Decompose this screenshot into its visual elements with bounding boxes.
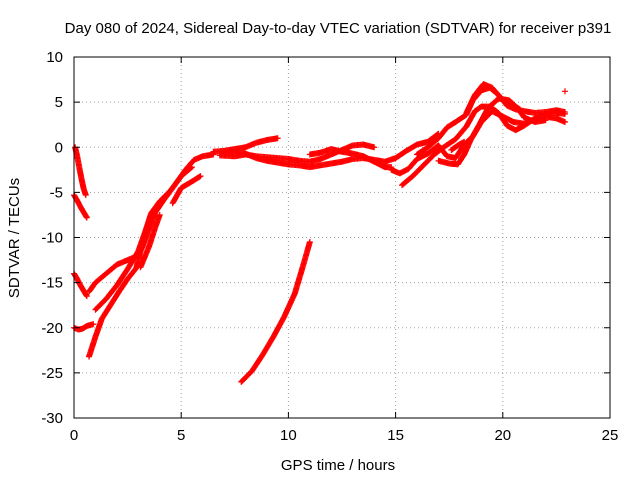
data-marks xyxy=(71,81,568,385)
x-tick-label: 15 xyxy=(387,427,404,444)
series-track-19 xyxy=(463,81,523,116)
y-axis-label: SDTVAR / TECUs xyxy=(6,178,23,298)
series-track-12 xyxy=(221,130,442,171)
data-point xyxy=(561,88,568,95)
data-point xyxy=(561,118,568,125)
y-tick-label: -20 xyxy=(41,320,63,337)
series-track-18 xyxy=(435,95,549,168)
y-tick-label: -15 xyxy=(41,275,63,292)
series-track-14 xyxy=(238,239,313,385)
y-tick-label: -25 xyxy=(41,365,63,382)
data-point xyxy=(197,173,204,180)
axis-ticks: 0 5 10 15 20 25 -30 -25 -20 -15 -10 -5 0 5 10 xyxy=(41,49,618,444)
y-tick-label: 5 xyxy=(55,94,63,111)
data-point xyxy=(306,239,313,246)
data-point xyxy=(188,164,195,171)
data-point xyxy=(461,138,468,145)
x-axis-label: GPS time / hours xyxy=(281,457,395,474)
series-track-04 xyxy=(71,321,97,333)
data-point xyxy=(561,109,568,116)
series-track-13 xyxy=(306,146,395,171)
series-track-07 xyxy=(92,164,195,313)
series-track-09 xyxy=(169,173,204,207)
data-point xyxy=(83,214,90,221)
y-tick-label: -10 xyxy=(41,230,63,247)
data-point xyxy=(515,105,522,112)
series-track-01 xyxy=(72,144,89,199)
data-point xyxy=(82,192,89,199)
series-track-06 xyxy=(86,191,172,360)
x-tick-label: 25 xyxy=(602,427,619,444)
x-tick-label: 0 xyxy=(70,427,78,444)
x-tick-label: 10 xyxy=(280,427,297,444)
series-track-02 xyxy=(71,192,90,221)
data-point xyxy=(90,321,97,328)
series-track-20 xyxy=(448,138,468,153)
data-point xyxy=(196,173,203,180)
y-tick-label: -30 xyxy=(41,410,63,427)
x-tick-label: 20 xyxy=(494,427,511,444)
data-point xyxy=(274,135,281,142)
data-point xyxy=(188,164,195,171)
chart-title: Day 080 of 2024, Sidereal Day-to-day VTE… xyxy=(65,20,612,37)
x-tick-label: 5 xyxy=(177,427,185,444)
data-point xyxy=(83,293,90,300)
series-track-21 xyxy=(561,88,568,95)
data-point xyxy=(542,117,549,124)
data-point xyxy=(371,144,378,151)
series-track-08 xyxy=(137,211,163,271)
y-tick-label: 10 xyxy=(46,49,63,66)
data-point xyxy=(156,211,163,218)
data-point xyxy=(516,106,523,113)
y-tick-label: -5 xyxy=(50,184,63,201)
y-tick-label: 0 xyxy=(55,139,63,156)
series-track-03 xyxy=(71,270,90,300)
